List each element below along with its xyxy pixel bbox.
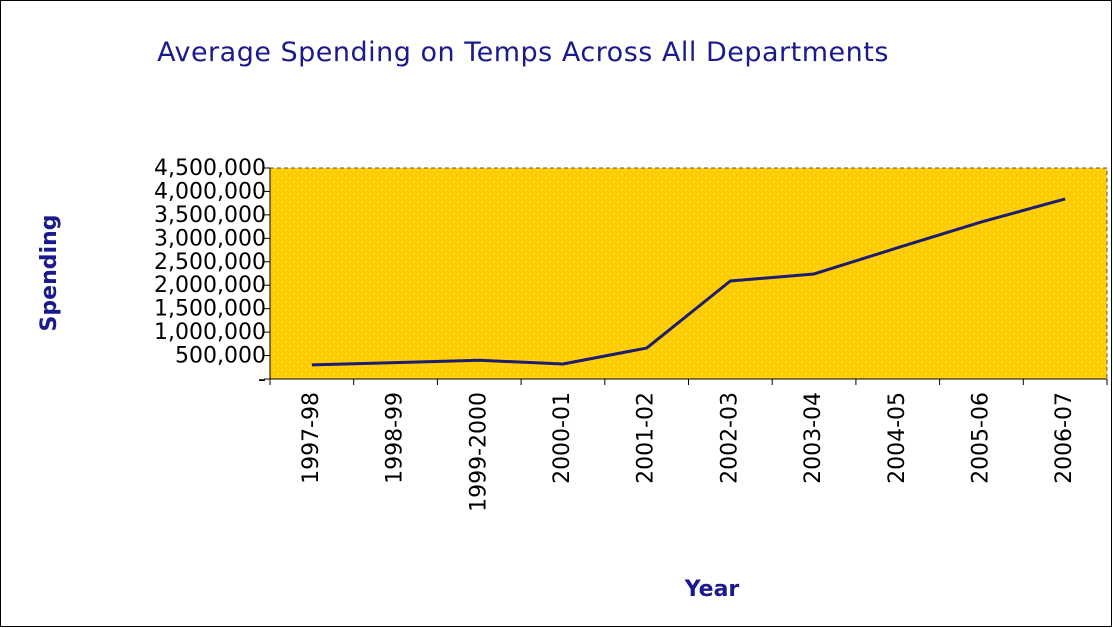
x-tick-label: 2002-03 [717, 392, 742, 484]
y-tick-label: 500,000 [175, 344, 266, 369]
x-tick-label: 2006-07 [1052, 392, 1077, 484]
x-tick-label: 2003-04 [801, 392, 826, 484]
y-tick-label: 1,000,000 [154, 320, 266, 345]
y-tick-label: - [258, 367, 266, 392]
y-tick-label: 1,500,000 [154, 297, 266, 322]
x-tick-label: 1999-2000 [466, 392, 491, 512]
y-tick-label: 4,500,000 [154, 156, 266, 181]
x-tick-label: 2001-02 [634, 392, 659, 484]
x-tick-label: 1998-99 [383, 392, 408, 484]
y-axis-title: Spending [37, 215, 62, 332]
y-tick-label: 4,000,000 [154, 179, 266, 204]
x-tick-label: 2000-01 [550, 392, 575, 484]
x-axis-title: Year [684, 577, 740, 602]
y-tick-label: 3,500,000 [154, 203, 266, 228]
y-tick-label: 3,000,000 [154, 226, 266, 251]
chart-title: Average Spending on Temps Across All Dep… [157, 37, 889, 68]
y-tick-label: 2,500,000 [154, 250, 266, 275]
y-tick-label: 2,000,000 [154, 273, 266, 298]
data-line [311, 197, 1066, 367]
x-tick-label: 2004-05 [885, 392, 910, 484]
x-tick-label: 2005-06 [968, 392, 993, 484]
plot-pattern [270, 168, 1107, 379]
x-tick-label: 1997-98 [299, 392, 324, 484]
